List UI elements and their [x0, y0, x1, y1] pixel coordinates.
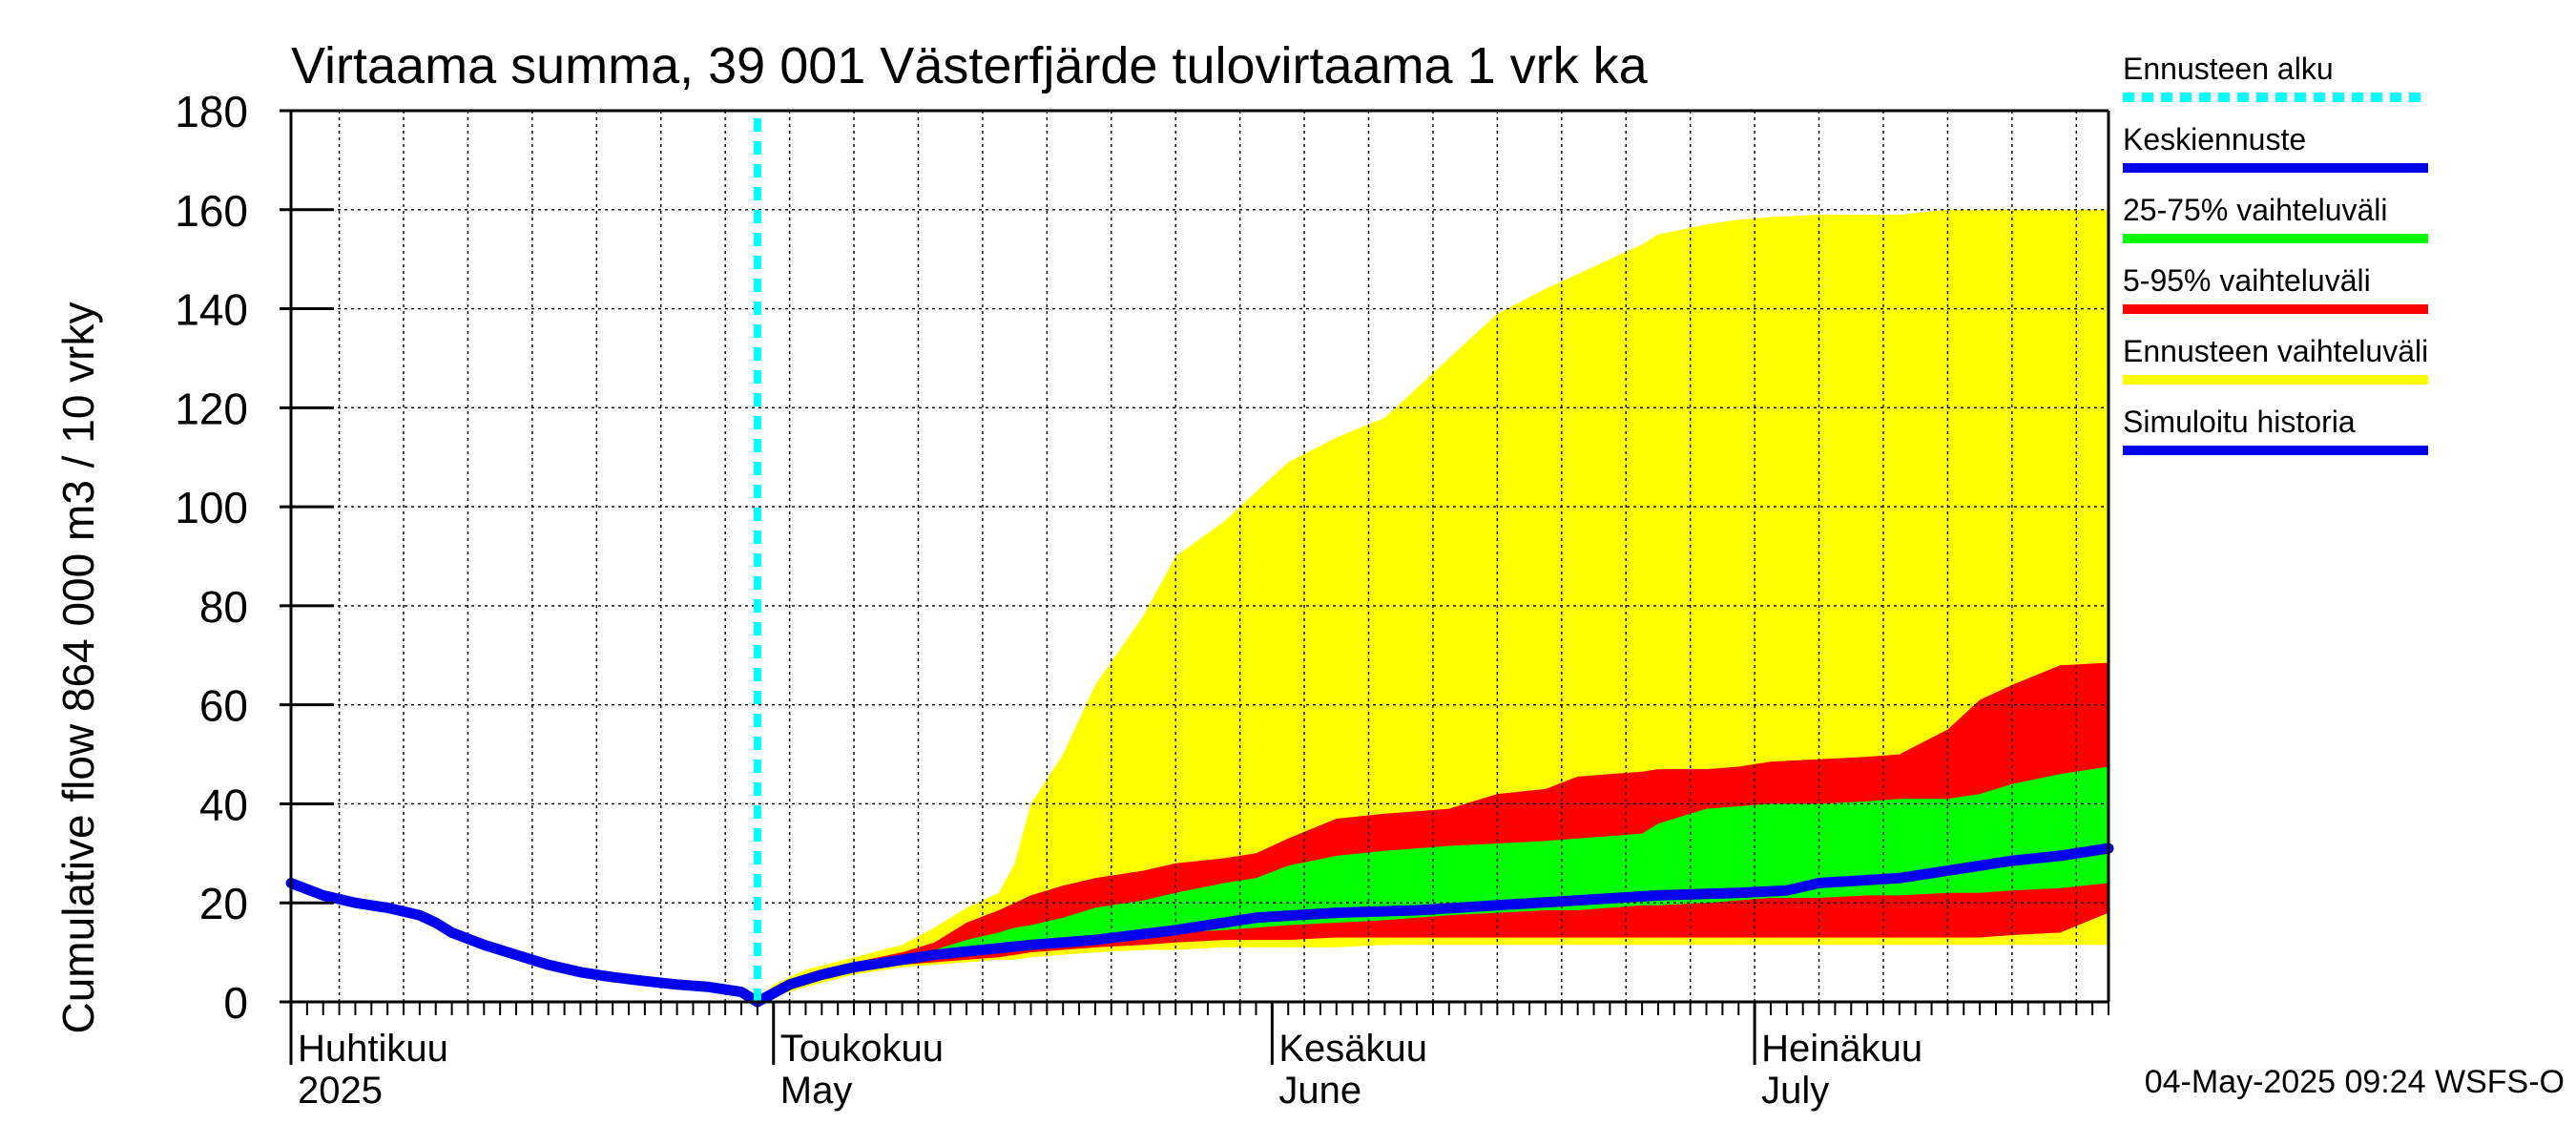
y-tick-label: 80 — [199, 582, 248, 632]
y-tick-label: 140 — [175, 285, 248, 335]
y-tick-label: 60 — [199, 681, 248, 731]
legend: Ennusteen alku Keskiennuste 25-75% vaihtel… — [2123, 52, 2428, 455]
x-month-label: Toukokuu — [780, 1028, 944, 1070]
series-lines — [285, 118, 2114, 1008]
history-line — [285, 878, 763, 1008]
y-tick-label: 120 — [175, 384, 248, 433]
x-month-sublabel: May — [780, 1070, 853, 1112]
y-tick-label: 180 — [175, 87, 248, 136]
y-tick-label: 0 — [223, 978, 248, 1028]
legend-label: Ennusteen alku — [2123, 52, 2334, 86]
y-tick-label: 100 — [175, 483, 248, 532]
chart-title: Virtaama summa, 39 001 Västerfjärde tulo… — [291, 37, 1649, 94]
x-month-sublabel: 2025 — [298, 1070, 383, 1112]
x-month-label: Kesäkuu — [1278, 1028, 1427, 1070]
y-tick-label: 40 — [199, 780, 248, 829]
legend-label: Keskiennuste — [2123, 122, 2306, 156]
grid-lines — [291, 110, 2109, 1002]
x-month-label: Huhtikuu — [298, 1028, 448, 1070]
x-month-sublabel: July — [1761, 1070, 1829, 1112]
x-month-sublabel: June — [1278, 1070, 1361, 1112]
legend-label: 25-75% vaihteluväli — [2123, 193, 2388, 227]
p25-75-area — [757, 766, 2109, 1002]
y-tick-label: 20 — [199, 879, 248, 928]
mean-forecast-line — [752, 843, 2114, 1008]
x-month-label: Heinäkuu — [1761, 1028, 1922, 1070]
y-axis-label: Cumulative flow 864 000 m3 / 10 vrky — [53, 302, 103, 1033]
legend-label: Ennusteen vaihteluväli — [2123, 334, 2428, 368]
timestamp-label: 04-May-2025 09:24 WSFS-O — [2145, 1064, 2565, 1100]
legend-label: Simuloitu historia — [2123, 405, 2356, 439]
legend-label: 5-95% vaihteluväli — [2123, 263, 2371, 298]
y-tick-label: 160 — [175, 186, 248, 236]
